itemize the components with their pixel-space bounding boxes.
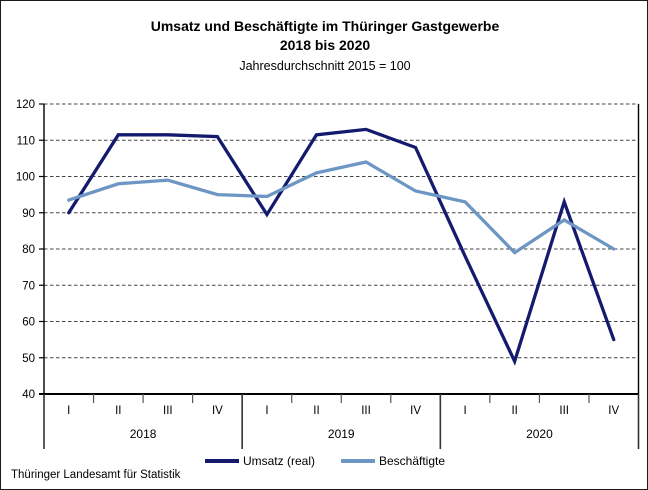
quarter-label: III — [559, 405, 569, 417]
year-label: 2018 — [130, 427, 157, 441]
y-axis-label-80: 80 — [22, 244, 35, 256]
y-axis-label-60: 60 — [22, 317, 35, 329]
quarter-label: I — [265, 405, 268, 417]
quarter-label: IV — [212, 405, 223, 417]
y-axis-label-100: 100 — [16, 172, 35, 184]
quarter-label: II — [511, 405, 517, 417]
umsatz-line-swatch — [204, 459, 239, 463]
year-label: 2020 — [526, 427, 553, 441]
umsatz-line — [67, 127, 616, 366]
chart-subtitle: Jahresdurchschnitt 2015 = 100 — [239, 58, 411, 73]
quarter-label: III — [361, 405, 371, 417]
quarter-label: III — [163, 405, 173, 417]
chart-legend: Umsatz (real) Beschäftigte — [1, 451, 647, 471]
chart-title-line1: Umsatz und Beschäftigte im Thüringer Gas… — [150, 18, 500, 34]
y-axis-label-50: 50 — [22, 353, 35, 365]
quarter-label: II — [313, 405, 319, 417]
chart-title-line2: 2018 bis 2020 — [279, 36, 371, 53]
quarter-label: I — [464, 405, 467, 417]
y-axis-label-40: 40 — [22, 389, 35, 401]
beschaeftigte-line-swatch — [340, 459, 375, 463]
y-axis-label-70: 70 — [22, 280, 35, 292]
title-block: Umsatz und Beschäftigte im Thüringer Gas… — [1, 17, 647, 75]
y-axis-label-90: 90 — [22, 208, 35, 220]
y-axis-label-110: 110 — [17, 135, 35, 147]
quarter-label: II — [115, 405, 121, 417]
quarter-label: I — [67, 405, 70, 417]
legend-item-beschaeftigte: Beschäftigte — [340, 454, 446, 468]
legend-item-umsatz: Umsatz (real) — [204, 454, 315, 468]
year-label: 2019 — [328, 427, 355, 441]
source-note: Thüringer Landesamt für Statistik — [11, 469, 181, 481]
quarter-label: IV — [608, 405, 619, 417]
beschaeftigte-line — [67, 160, 616, 255]
legend-label-umsatz: Umsatz (real) — [242, 454, 315, 468]
quarter-label: IV — [410, 405, 421, 417]
legend-label-beschaeftigte: Beschäftigte — [378, 454, 446, 468]
y-axis-label-120: 120 — [16, 99, 35, 111]
